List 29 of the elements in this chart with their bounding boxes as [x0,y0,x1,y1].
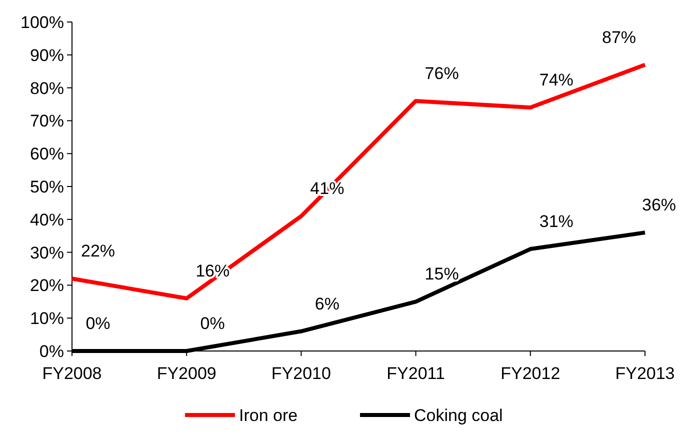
data-label: 87% [602,28,636,47]
x-tick-label: FY2012 [500,364,560,383]
x-tick-label: FY2009 [156,364,216,383]
x-tick-label: FY2008 [42,364,102,383]
y-tick-label: 100% [20,12,64,32]
x-tick-label: FY2011 [386,364,445,383]
data-label: 0% [86,314,110,333]
y-tick-label: 70% [30,112,64,131]
data-label: 6% [314,294,340,314]
y-tick-label: 10% [30,309,64,328]
y-tick-label: 0% [39,342,64,361]
y-tick-label: 60% [30,144,64,164]
data-label: 74% [539,70,574,90]
y-tick-label: 90% [30,46,64,65]
x-tick-label: FY2010 [271,364,331,383]
y-tick-label: 40% [30,210,64,230]
data-label: 36% [642,196,676,215]
y-tick-label: 30% [30,243,64,262]
legend-label: Coking coal [414,406,503,425]
data-label: 15% [424,264,459,284]
y-tick-label: 50% [30,177,64,196]
data-label: 76% [424,64,459,83]
legend-label: Iron ore [239,406,298,425]
y-tick-label: 80% [30,78,64,98]
data-label: 0% [200,314,225,333]
data-label: 31% [539,212,574,232]
x-tick-label: FY2013 [615,364,675,383]
data-label: 22% [80,242,116,261]
y-tick-label: 20% [30,276,64,296]
